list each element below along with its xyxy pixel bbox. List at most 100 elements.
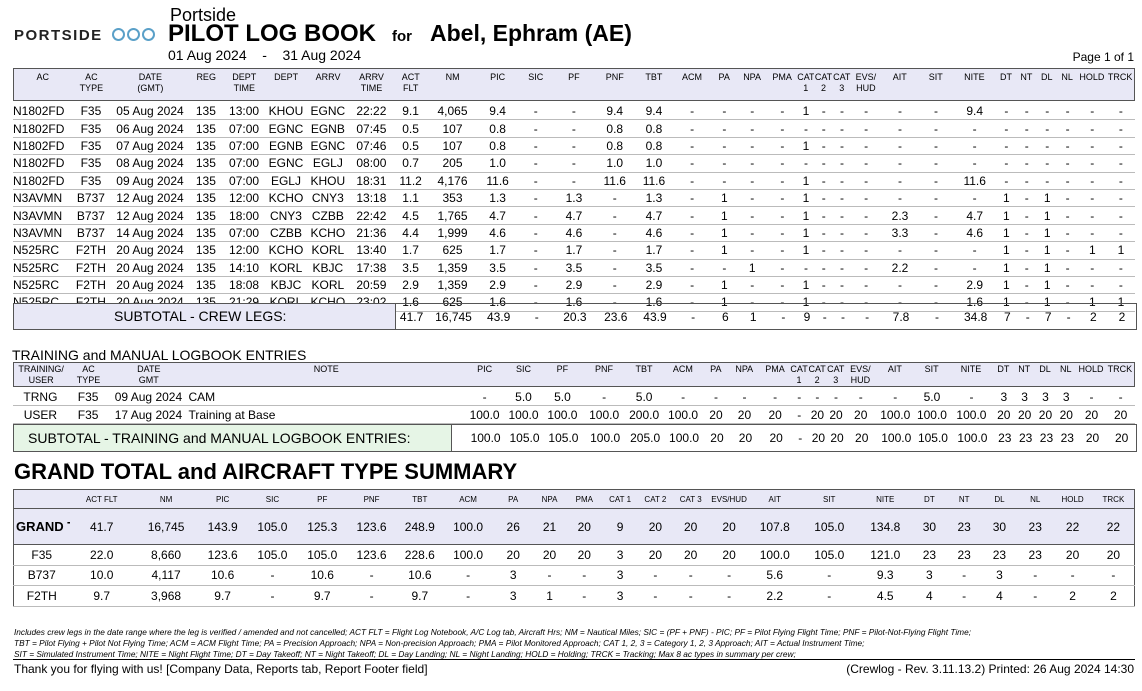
grand-nl: 23 [1018,508,1053,545]
cell-dl: - [1036,103,1058,121]
cell-evs-hud: - [851,276,882,295]
cell-ait: - [881,241,919,260]
col-header-pf: PF [297,489,347,509]
col-header-dl: DL [980,489,1019,509]
table-row: N1802FD F35 07 Aug 2024 135 07:00 EGNB EGNC 07:… [13,137,1135,156]
cell-ac: N525RC [13,276,72,295]
subtotal-nt: - [1025,309,1030,324]
cell-arrv: KHOU [306,172,350,190]
cell-trck: - [1106,224,1135,243]
cell-cat-3: - [832,276,852,295]
subtotal-tbt: 205.0 [630,431,661,445]
col-header-pnf: PNF [346,489,397,509]
subtotal-ait: 100.0 [881,431,912,445]
cell-dl: 1 [1036,276,1058,295]
cell-pma: - [767,276,798,295]
cell-pnf: - [594,241,636,260]
cell-sic: 105.0 [247,544,298,566]
cell-pnf: - [594,189,636,208]
col-header-sit: SIT [924,364,939,374]
cell-dept: EGNC [265,119,307,138]
cell-act-flt: 3.5 [393,259,428,277]
cell-arrv: KORL [306,241,350,260]
cell-date-gmt: 20 Aug 2024 [110,241,190,260]
cell-dt: 1 [996,224,1017,243]
cell-pf: - [553,154,595,173]
cell-nl: - [1057,189,1078,208]
cell-tbt: 9.4 [635,103,673,121]
cell-reg: 135 [189,189,223,208]
col-header-dept: DEPT [274,72,299,82]
cell-dl: 4 [980,585,1019,607]
cell-arrv: KBJC [306,259,350,277]
cell-nm: 205 [427,154,478,173]
cell-ac: N1802FD [13,172,72,190]
col-header-pma: PMA [772,72,792,82]
col-header-sic: SIC [247,489,298,509]
cell-pf: 4.6 [553,224,595,243]
cell-hold: - [1077,103,1107,121]
cell-pma: - [767,259,798,277]
cell-tbt: 1.0 [635,154,673,173]
date-range: 01 Aug 2024 - 31 Aug 2024 [168,47,361,63]
cell-act-flt: 2.9 [393,276,428,295]
cell-dept-time: 18:08 [222,276,266,295]
col-header-dl: DL [1041,72,1053,82]
cell-evs-hud: - [851,259,882,277]
cell-arrv-time: 13:40 [349,241,394,260]
cell-nl: 23 [1018,544,1053,566]
cell-npa: - [737,137,768,156]
cell-tbt: 4.7 [635,206,673,225]
cell-dept-time: 18:00 [222,206,266,225]
cell-nl: - [1057,119,1078,138]
cell-nl: 3 [1055,388,1077,406]
cell-dt: - [996,103,1017,121]
col-header-pa: PA [710,364,722,374]
subtotal-cat-3: 20 [830,431,844,445]
cell-dt: 1 [996,259,1017,277]
col-header-cat-2: CAT 2 [814,72,833,93]
cell-arrv: KCHO [306,224,350,243]
cell-pa: 3 [492,585,534,607]
cell-cat-1: 1 [797,103,815,121]
cell-act-flt: 9.1 [393,103,428,121]
for-label: for [392,28,412,45]
col-header-hold: HOLD [1052,489,1093,509]
cell-nt: - [1016,241,1037,260]
cell-nite: - [953,137,997,156]
cell-ac: N1802FD [13,103,72,121]
grand-evs-hud: 20 [707,508,751,545]
aircraft-type-label: B737 [13,565,70,586]
cell-trck: - [1106,137,1135,156]
cell-acm: 100.0 [663,405,703,424]
cell-pnf: - [594,259,636,277]
cell-ait: 2.2 [750,585,800,607]
grand-hold: 22 [1052,508,1093,545]
cell-npa: - [737,172,768,190]
cell-nt: - [1016,293,1037,312]
cell-arrv: EGNC [306,103,350,121]
cell-pic: 1.3 [477,189,519,208]
cell-pic: 10.6 [198,565,248,586]
cell-tbt: 1.6 [635,293,673,312]
table-row: N1802FD F35 08 Aug 2024 135 07:00 EGNC EGLJ 08:… [13,154,1135,173]
col-header-tbt: TBT [645,72,663,82]
cell-evs-hud: - [851,103,882,121]
cell-act-flt: 1.7 [393,241,428,260]
cell-date-gmt: 20 Aug 2024 [110,259,190,277]
grand-sic: 105.0 [247,508,298,545]
cell-tbt: 1.7 [635,241,673,260]
cell-pa: 1 [711,189,738,208]
cell-hold: - [1077,154,1107,173]
cell-nite: 11.6 [953,172,997,190]
cell-pic: 9.4 [477,103,519,121]
cell-cat-1: 1 [797,137,815,156]
cell-dl: - [1036,119,1058,138]
legend-note-3: SIT = Simulated Instrument Time; NITE = … [14,649,796,659]
cell-cat-3: - [832,293,852,312]
table-row: N525RC F2TH 20 Aug 2024 135 12:00 KCHO KORL 13:… [13,241,1135,260]
col-header-cat-2: CAT 2 [637,489,674,509]
cell-pf: 1.7 [553,241,595,260]
grand-nm: 16,745 [133,508,199,545]
cell-dept: CNY3 [265,206,307,225]
